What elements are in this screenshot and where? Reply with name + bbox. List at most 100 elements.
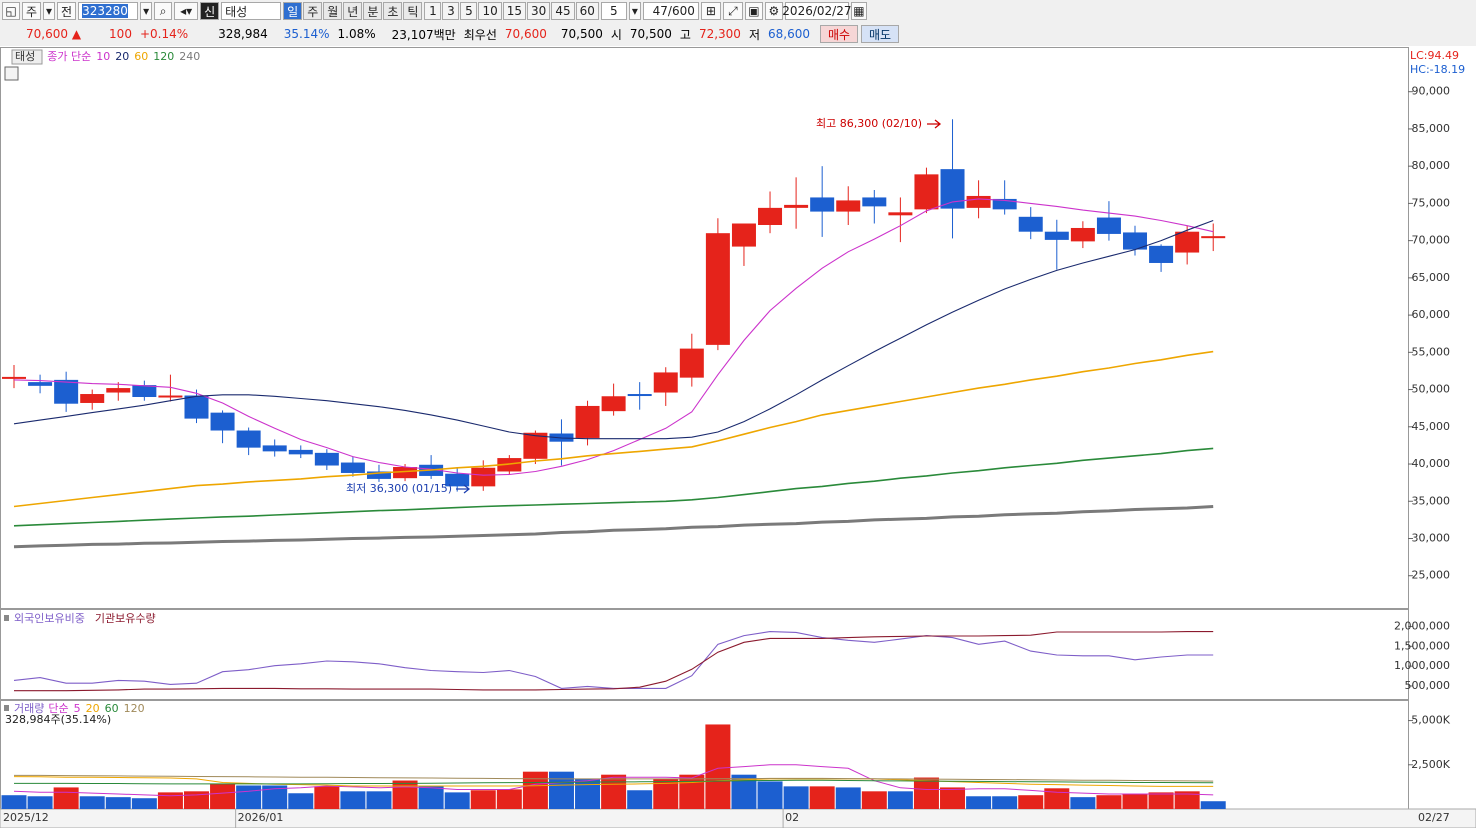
icon-button[interactable]: ⤢	[722, 2, 743, 20]
candle-body	[758, 207, 783, 225]
toolbar-button[interactable]: 일	[283, 2, 303, 20]
candle-body	[862, 197, 887, 207]
change-rate: +0.14%	[139, 27, 189, 41]
legend-subtitle: 종가 단순	[47, 50, 91, 63]
annotation: 최고 86,300 (02/10)	[816, 117, 922, 130]
interval-select[interactable]: 5	[600, 2, 627, 20]
turnover: 1.08%	[337, 27, 376, 41]
toolbar-button[interactable]: 30	[527, 2, 551, 20]
bar	[470, 790, 496, 809]
x-tick-label: 02	[785, 811, 799, 824]
candle-body	[810, 197, 835, 212]
candle-body	[393, 467, 418, 479]
icon-button[interactable]: ◱	[2, 2, 20, 20]
candle-body	[1149, 245, 1174, 263]
calendar-button[interactable]: ▦	[850, 2, 867, 20]
y-tick-label: 2,000,000	[1394, 619, 1450, 632]
count: 47/600	[642, 2, 699, 20]
icon-button[interactable]: ▣	[744, 2, 763, 20]
y-tick-label: 65,000	[1412, 271, 1451, 284]
y-tick-label: 45,000	[1412, 420, 1451, 433]
y-tick-label: 1,500,000	[1394, 639, 1450, 652]
bar	[131, 798, 157, 809]
candle-body	[184, 395, 209, 419]
bar	[1, 795, 27, 809]
line	[14, 631, 1214, 692]
bar	[992, 796, 1018, 809]
bar	[79, 796, 105, 809]
toolbar-button[interactable]: 3	[442, 2, 460, 20]
sell-button[interactable]: 매도	[861, 25, 899, 43]
bar	[575, 778, 601, 809]
y-tick-label: 1,000,000	[1394, 659, 1450, 672]
toolbar-button[interactable]: 초	[383, 2, 403, 20]
toolbar-button[interactable]: 월	[323, 2, 343, 20]
bar	[27, 796, 53, 809]
candle-body	[340, 462, 365, 473]
toolbar-button[interactable]: 1	[424, 2, 442, 20]
toolbar-button[interactable]: 주	[303, 2, 323, 20]
toolbar-button[interactable]: 45	[551, 2, 575, 20]
open-label: 시	[610, 27, 622, 42]
y-tick-label: 80,000	[1412, 159, 1451, 172]
bar	[757, 781, 783, 809]
low-label: 저	[748, 27, 760, 42]
buy-button[interactable]: 매수	[820, 25, 858, 43]
icon-button[interactable]: ⚙	[764, 2, 783, 20]
quote-row: 70,600 ▲ 100 +0.14% 328,984 35.14% 1.08%…	[0, 23, 899, 45]
toolbar-button[interactable]: 5	[460, 2, 478, 20]
legend-subtitle: 단순	[48, 702, 68, 715]
ma-line	[13, 219, 1214, 440]
sound-button[interactable]: ◂▾	[174, 2, 199, 20]
ma-line	[13, 447, 1214, 527]
legend-title: 거래량	[14, 702, 44, 715]
toolbar-button[interactable]: 15	[502, 2, 527, 20]
name-input[interactable]: 태성	[221, 2, 282, 20]
prev-button[interactable]: 전	[57, 2, 77, 20]
dropdown[interactable]: ▾	[140, 2, 153, 20]
code-input[interactable]: 323280	[78, 2, 139, 20]
market-select[interactable]: 주	[22, 2, 42, 20]
bar	[496, 789, 522, 809]
dropdown[interactable]: ▾	[628, 2, 641, 20]
candle-body	[236, 430, 261, 448]
candle-body	[80, 394, 105, 403]
candle-body	[366, 471, 391, 479]
candle-body	[627, 394, 652, 397]
toolbar-button[interactable]: 60	[575, 2, 599, 20]
bar	[1148, 792, 1174, 809]
ma-line	[13, 776, 1214, 787]
search-button[interactable]: ⌕	[154, 2, 173, 20]
price: 70,600 ▲	[26, 27, 82, 41]
date-input[interactable]: 2026/02/27	[782, 2, 852, 20]
line	[13, 631, 1214, 689]
best-label: 최우선	[463, 27, 497, 42]
bar	[340, 791, 366, 809]
change: 100	[109, 27, 132, 41]
legend-entry: 120	[124, 702, 145, 715]
toolbar-button[interactable]: 10	[478, 2, 502, 20]
bar	[887, 791, 913, 809]
toolbar-button[interactable]: 년	[343, 2, 363, 20]
candle-body	[914, 174, 939, 210]
legend-entry: 240	[179, 50, 200, 63]
dropdown[interactable]: ▾	[43, 2, 56, 20]
toolbar-button[interactable]: 틱	[403, 2, 423, 20]
bar	[183, 791, 209, 809]
bar	[105, 797, 131, 809]
bar	[53, 787, 79, 809]
candle-body	[132, 385, 157, 398]
bar	[366, 791, 392, 809]
icon-button[interactable]: ⊞	[700, 2, 721, 20]
date-strip	[0, 808, 1476, 828]
x-tick-label: 2025/12	[3, 811, 49, 824]
legend-entry: 기관보유수량	[95, 612, 156, 625]
legend-entry: 120	[153, 50, 174, 63]
legend-entry: 60	[134, 50, 148, 63]
y-tick-label: 5,000K	[1411, 714, 1450, 727]
y-tick-label: 40,000	[1412, 457, 1451, 470]
bar	[679, 774, 705, 809]
annotation: 최저 36,300 (01/15)	[346, 482, 452, 495]
toolbar-button[interactable]: 분	[363, 2, 383, 20]
icon	[4, 66, 19, 81]
